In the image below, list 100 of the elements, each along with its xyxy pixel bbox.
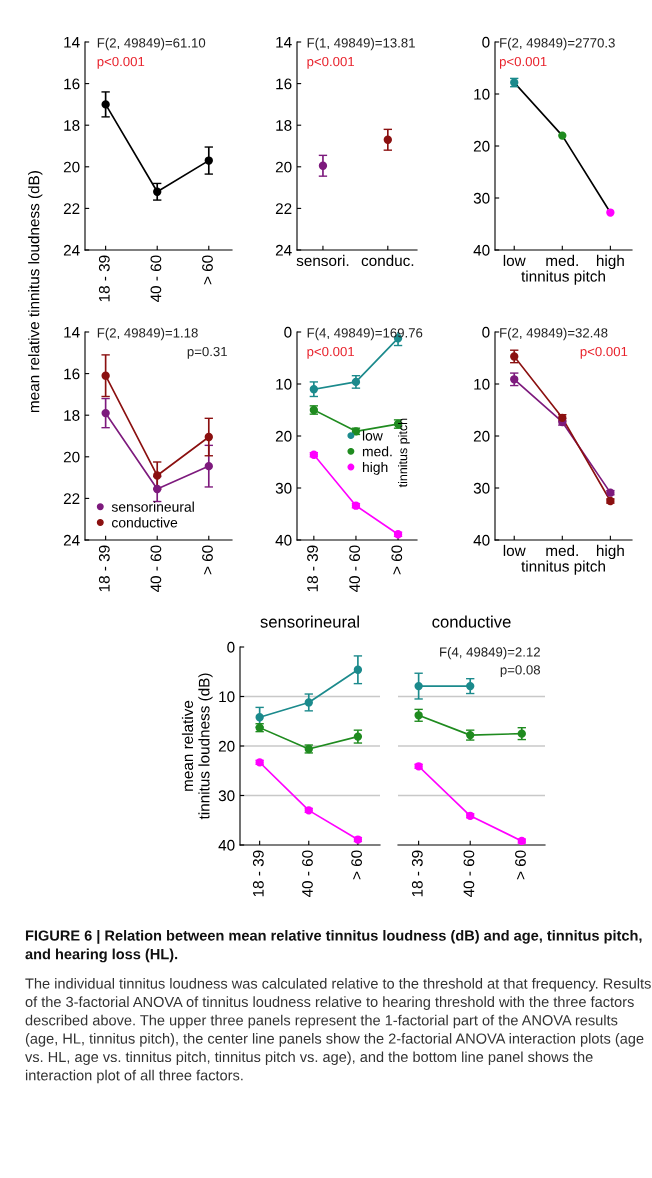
y-tick-label: 10 (474, 88, 490, 100)
y-tick-label: 30 (275, 482, 292, 494)
y-tick-label: 0 (482, 36, 490, 48)
annotation: p<0.001 (307, 56, 355, 69)
y-tick-label: 14 (64, 327, 80, 338)
point (101, 100, 110, 109)
y-tick-label: 40 (275, 534, 292, 546)
y-tick-label: 20 (275, 430, 292, 442)
text: The individual tinnitus loudness was calculated relative to the threshold at that frequency. Results of the 3-factorial ANOVA of tinnitus loudness relative to hearing threshold with the three factors described above. The upper three panels represent the 1-factorial part of the ANOVA results (age, HL, tinnitus pitch), the center line panels show the 2-factorial ANOVA interaction plots (age vs. HL, age vs. tinnitus pitch, tinnitus pitch vs. age), and the bottom line panel shows the interaction plot of all three factors. (25, 978, 651, 1084)
x-tick-label: low (503, 254, 526, 267)
x-tick-label: 18 - 39 (411, 850, 423, 897)
y-tick-label: 10 (474, 378, 490, 390)
x-tick-label: 18 - 39 (98, 255, 110, 302)
y-tick-label: 0 (482, 326, 490, 338)
legend-label: low (362, 430, 383, 441)
y-tick-label: 22 (63, 493, 80, 504)
x-tick-label: high (596, 544, 624, 560)
chart-title: conductive (432, 615, 511, 628)
x-tick-label: 40 - 60 (463, 850, 475, 898)
point (466, 681, 475, 691)
annotation: p<0.001 (580, 346, 628, 359)
x-tick-label: med. (546, 254, 578, 267)
legend-label: high (362, 461, 388, 475)
y-axis-title: mean relative tinnitus loudness (dB) (28, 171, 43, 413)
point (101, 371, 110, 380)
x-tick-label: sensori. (296, 254, 349, 267)
point (204, 432, 213, 442)
y-tick-label: 16 (64, 368, 80, 380)
point (414, 681, 423, 691)
y-tick-label: 30 (473, 192, 490, 204)
legend-label: sensorineural (111, 501, 194, 512)
annotation: F(2, 49849)=2770.3 (500, 37, 615, 51)
y-tick-label: 22 (63, 203, 80, 214)
chart-title: sensorineural (260, 615, 359, 628)
y-tick-label: 30 (473, 482, 490, 494)
point (353, 665, 363, 674)
x-tick-label: 40 - 60 (150, 255, 162, 303)
x-tick-label: high (596, 254, 624, 270)
x-axis-title: tinnitus pitch (521, 270, 605, 285)
y-tick-label: 14 (276, 37, 292, 48)
x-tick-label: > 60 (202, 255, 213, 285)
y-tick-label: 30 (218, 790, 235, 802)
x-tick-label: > 60 (391, 545, 403, 575)
x-tick-label: 40 - 60 (150, 545, 162, 593)
legend-label: med. (362, 446, 392, 457)
annotation: p=0.08 (500, 665, 541, 678)
x-tick-label: > 60 (515, 850, 526, 880)
legend-label: conductive (111, 517, 178, 528)
annotation: F(2, 49849)=61.10 (97, 37, 206, 51)
y-tick-label: 24 (275, 244, 292, 256)
y-tick-label: 20 (473, 430, 490, 442)
y-tick-label: 20 (218, 740, 235, 752)
y-tick-label: 40 (473, 244, 490, 256)
point (606, 208, 615, 217)
y-tick-label: 10 (276, 378, 292, 390)
y-tick-label: 24 (63, 534, 80, 546)
point (153, 187, 162, 196)
point (309, 385, 319, 394)
point (101, 408, 110, 418)
point (204, 461, 213, 471)
x-tick-label: > 60 (351, 850, 362, 880)
point (558, 131, 567, 140)
y-tick-label: 40 (218, 839, 235, 851)
y-tick-label: 0 (227, 641, 235, 653)
annotation: p=0.31 (187, 346, 227, 359)
point (255, 713, 264, 722)
x-tick-label: 40 - 60 (302, 850, 313, 898)
y-tick-label: 20 (63, 451, 80, 463)
annotation: F(1, 49849)=13.81 (307, 37, 415, 51)
y-tick-label: 0 (284, 326, 292, 338)
point (304, 698, 313, 707)
annotation: F(2, 49849)=32.48 (500, 327, 608, 341)
y-tick-label: 18 (276, 120, 292, 131)
annotation: F(4, 49849)=2.12 (440, 647, 540, 660)
y-tick-label: 16 (276, 78, 292, 90)
x-tick-label: 18 - 39 (307, 545, 318, 592)
x-tick-label: med. (546, 544, 578, 557)
annotation: p<0.001 (307, 346, 355, 359)
point (204, 156, 213, 165)
annotation: p<0.001 (499, 56, 547, 69)
x-axis-title: tinnitus pitch (521, 560, 605, 575)
x-tick-label: 18 - 39 (98, 545, 110, 592)
annotation: p<0.001 (97, 56, 145, 69)
annotation: F(4, 49849)=169.76 (307, 327, 423, 341)
point (153, 471, 162, 480)
legend-title: tinnitus pitch (398, 418, 410, 488)
y-tick-label: 18 (64, 410, 80, 421)
x-tick-label: low (503, 544, 526, 557)
y-tick-label: 20 (473, 140, 490, 152)
y-tick-label: 22 (275, 203, 292, 214)
y-tick-label: 40 (473, 534, 490, 546)
x-tick-label: 18 - 39 (252, 850, 264, 897)
y-tick-label: 16 (64, 78, 80, 90)
point (153, 484, 162, 494)
y-tick-label: 10 (219, 691, 235, 703)
annotation: F(2, 49849)=1.18 (97, 327, 198, 341)
y-tick-label: 20 (275, 161, 292, 173)
x-tick-label: conduc. (361, 254, 414, 267)
x-tick-label: 40 - 60 (349, 545, 361, 593)
y-axis-title: mean relative tinnitus loudness (dB) (181, 673, 213, 820)
